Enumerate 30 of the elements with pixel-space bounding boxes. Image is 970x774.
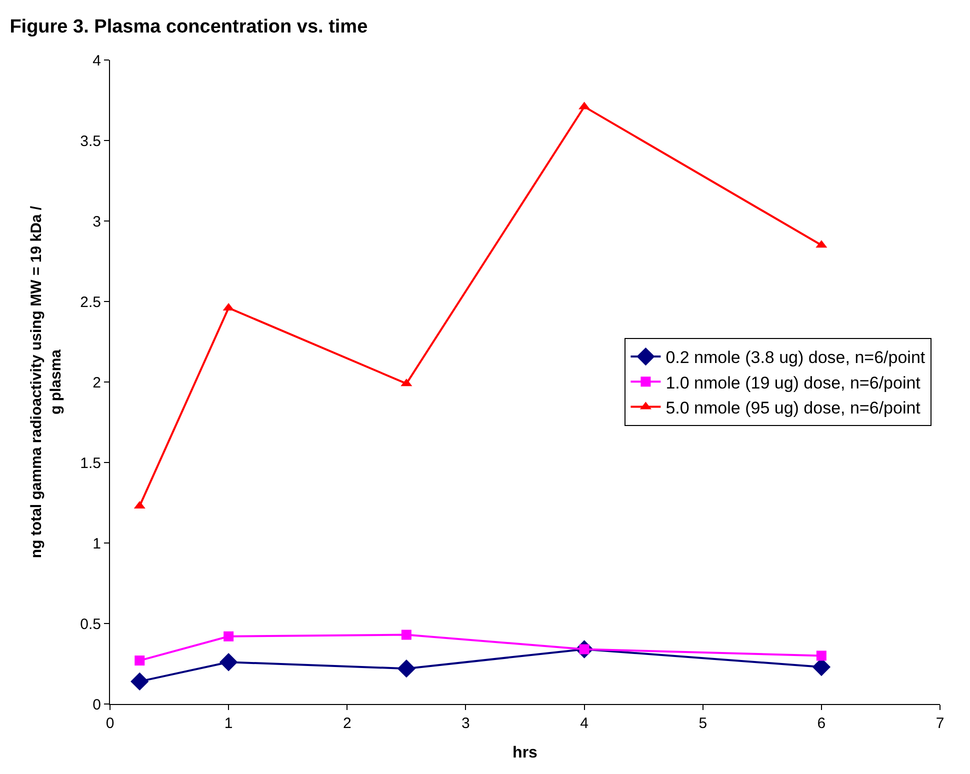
point xyxy=(130,672,149,691)
legend-label: 5.0 nmole (95 ug) dose, n=6/point xyxy=(666,398,921,418)
legend-label: 0.2 nmole (3.8 ug) dose, n=6/point xyxy=(666,348,926,368)
chart-title: Figure 3. Plasma concentration vs. time xyxy=(10,16,368,38)
y-tick-label: 1.5 xyxy=(80,454,101,472)
point xyxy=(134,656,145,666)
y-tick-label: 3 xyxy=(92,213,101,230)
y-tick-label: 2.5 xyxy=(80,294,101,311)
x-tick-label: 0 xyxy=(106,715,114,732)
x-tick-label: 6 xyxy=(817,715,826,732)
y-axis-title: ng total gamma radioactivity using MW = 19 kDa / g plasma xyxy=(28,205,64,558)
y-tick-label: 1 xyxy=(92,535,101,552)
point xyxy=(224,631,234,642)
legend-label: 1.0 nmole (19 ug) dose, n=6/point xyxy=(666,373,921,392)
point xyxy=(401,630,412,640)
point xyxy=(816,650,826,661)
y-tick-label: 2 xyxy=(92,374,101,392)
y-tick-label: 0 xyxy=(92,696,101,714)
x-tick-label: 1 xyxy=(224,715,233,732)
x-tick-label: 3 xyxy=(462,715,470,732)
point xyxy=(219,653,238,672)
x-axis-title: hrs xyxy=(512,744,538,762)
y-tick-label: 4 xyxy=(92,52,101,70)
x-tick-label: 2 xyxy=(342,715,352,732)
x-tick-label: 5 xyxy=(698,715,708,732)
x-tick-label: 7 xyxy=(936,715,944,732)
x-tick-label: 4 xyxy=(580,715,588,732)
y-tick-label: 0.5 xyxy=(80,616,101,633)
y-tick-label: 3.5 xyxy=(80,132,101,150)
point xyxy=(397,659,416,678)
